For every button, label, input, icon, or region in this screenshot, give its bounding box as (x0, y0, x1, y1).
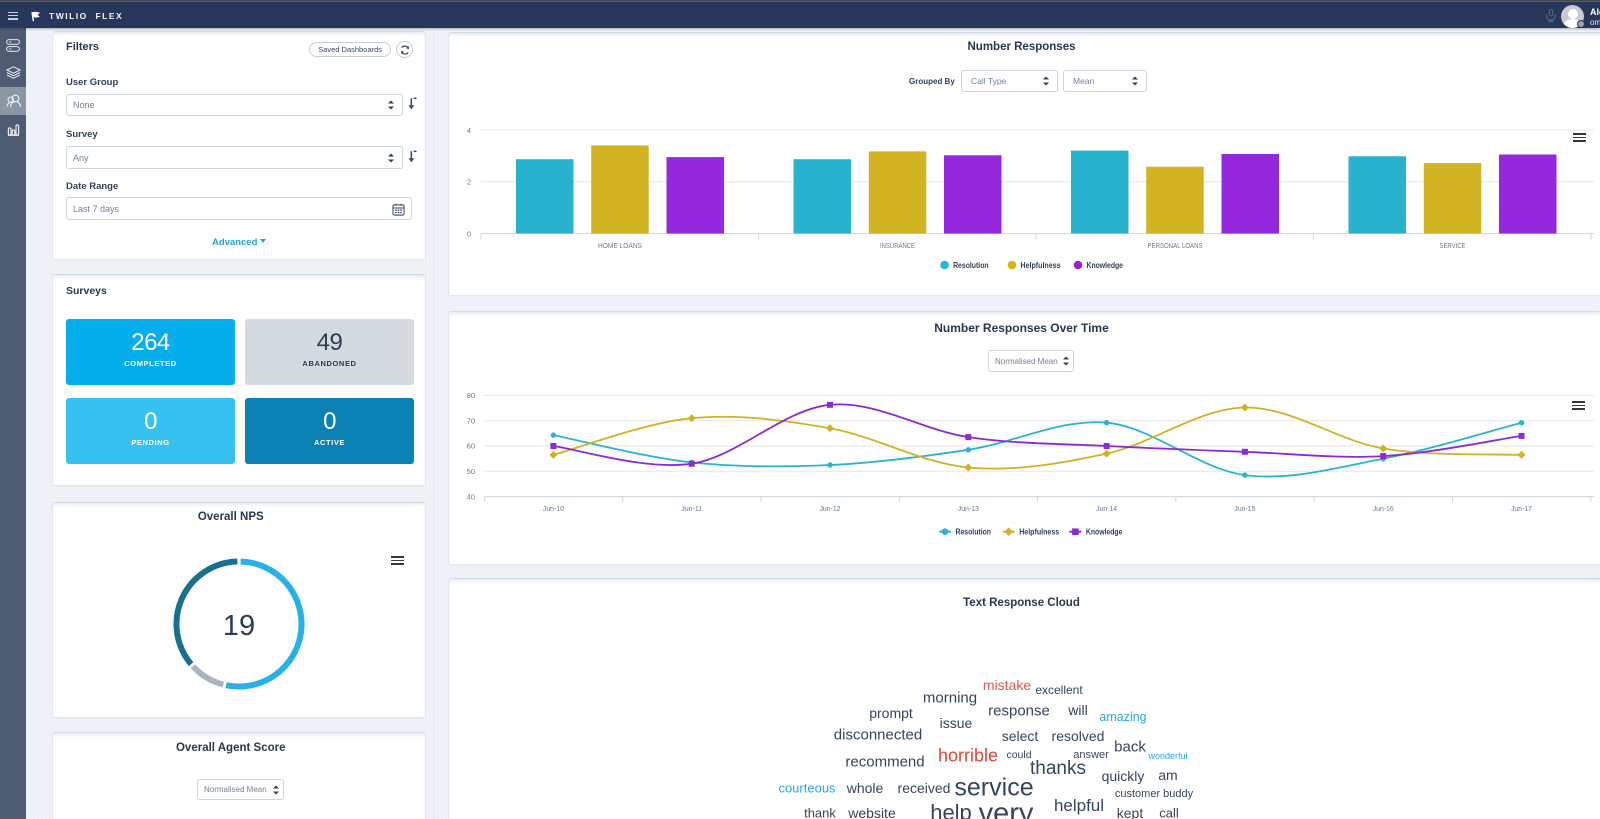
svg-text:Resolution: Resolution (953, 260, 989, 270)
svg-text:Helpfulness: Helpfulness (1021, 260, 1061, 270)
svg-text:70: 70 (467, 416, 475, 425)
svg-text:2: 2 (467, 178, 471, 187)
svg-text:SERVICE: SERVICE (1440, 241, 1466, 250)
svg-text:Jun-14: Jun-14 (1096, 504, 1117, 513)
svg-text:Jun-11: Jun-11 (681, 504, 702, 513)
svg-text:Jun-13: Jun-13 (958, 504, 979, 513)
svg-text:50: 50 (467, 467, 475, 476)
svg-text:Jun-15: Jun-15 (1234, 504, 1255, 513)
svg-text:80: 80 (467, 391, 475, 400)
svg-text:60: 60 (467, 442, 475, 451)
svg-text:PERSONAL LOANS: PERSONAL LOANS (1148, 241, 1203, 250)
svg-text:Jun-16: Jun-16 (1373, 504, 1394, 513)
svg-text:HOME LOANS: HOME LOANS (598, 241, 642, 250)
svg-text:0: 0 (467, 230, 471, 239)
svg-text:Jun-12: Jun-12 (820, 504, 841, 513)
svg-text:Resolution: Resolution (956, 527, 992, 537)
svg-text:Jun-17: Jun-17 (1511, 504, 1532, 513)
svg-text:Jun-10: Jun-10 (543, 504, 564, 513)
svg-text:4: 4 (467, 126, 471, 135)
svg-text:Helpfulness: Helpfulness (1019, 527, 1059, 537)
svg-text:Knowledge: Knowledge (1087, 260, 1124, 270)
svg-text:Knowledge: Knowledge (1086, 527, 1123, 537)
svg-text:40: 40 (467, 492, 475, 501)
svg-text:INSURANCE: INSURANCE (880, 241, 915, 250)
